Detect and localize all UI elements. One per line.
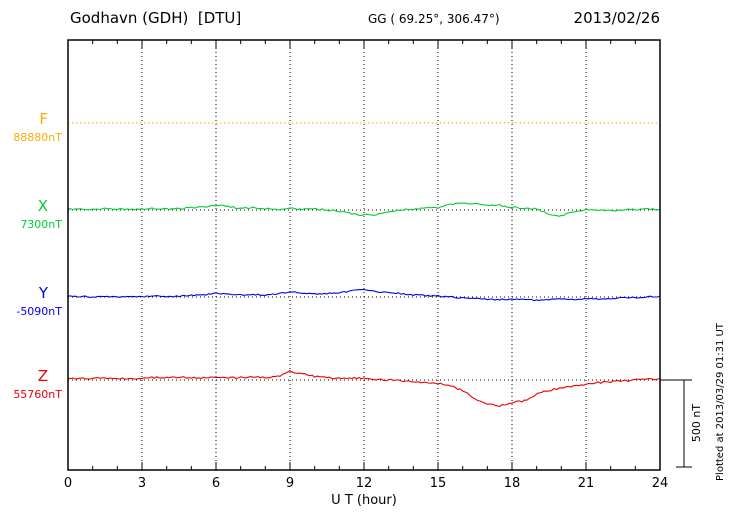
observation-date: 2013/02/26 [573, 9, 660, 27]
geographic-coords: GG ( 69.25°, 306.47°) [368, 12, 500, 26]
trace-label-Z: Z [37, 367, 48, 385]
trace-basevalue-F: 88880nT [13, 131, 62, 144]
xtick-0: 0 [63, 476, 73, 491]
trace-basevalue-Y: -5090nT [16, 305, 62, 318]
trace-label-Y: Y [38, 284, 48, 302]
xtick-9: 9 [285, 476, 295, 491]
xtick-15: 15 [429, 476, 447, 491]
xtick-12: 12 [355, 476, 373, 491]
xtick-3: 3 [137, 476, 147, 491]
xtick-18: 18 [503, 476, 521, 491]
trace-label-F: F [39, 110, 48, 128]
plotted-at-note: Plotted at 2013/03/29 01:31 UT [715, 323, 726, 481]
trace-label-X: X [37, 197, 48, 215]
xtick-6: 6 [211, 476, 221, 491]
station-title: Godhavn (GDH) [DTU] [70, 9, 242, 27]
trace-basevalue-X: 7300nT [20, 218, 62, 231]
trace-basevalue-Z: 55760nT [13, 388, 62, 401]
xtick-21: 21 [577, 476, 595, 491]
scalebar-label: 500 nT [690, 403, 703, 443]
xtick-24: 24 [651, 476, 669, 491]
xaxis-title: U T (hour) [331, 493, 397, 508]
